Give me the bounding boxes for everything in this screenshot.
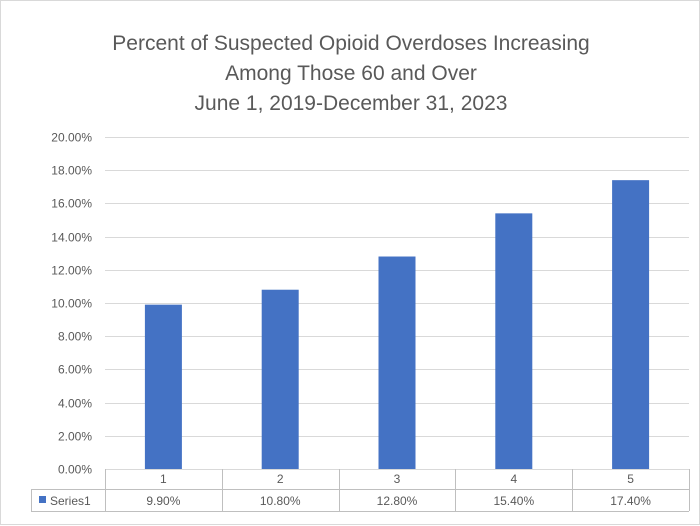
x-category-label: 2 <box>277 472 284 486</box>
y-tick-label: 4.00% <box>58 397 92 411</box>
y-tick-label: 2.00% <box>58 430 92 444</box>
series-name-label: Series1 <box>50 494 91 508</box>
y-tick-label: 10.00% <box>51 297 92 311</box>
y-tick-label: 0.00% <box>58 463 92 477</box>
legend-key <box>39 496 46 503</box>
bar <box>495 213 533 469</box>
y-tick-label: 14.00% <box>51 231 92 245</box>
x-category-label: 1 <box>160 472 167 486</box>
data-table-value: 15.40% <box>493 494 534 508</box>
chart-title-line-1: Percent of Suspected Opioid Overdoses In… <box>112 32 589 55</box>
y-tick-label: 18.00% <box>51 164 92 178</box>
chart-title-line-2: Among Those 60 and Over <box>225 62 477 85</box>
data-table-value: 9.90% <box>146 494 180 508</box>
data-table-value: 12.80% <box>377 494 418 508</box>
y-tick-label: 12.00% <box>51 264 92 278</box>
bar <box>612 180 650 469</box>
x-category-label: 3 <box>394 472 401 486</box>
bar <box>144 304 182 469</box>
bars <box>144 180 650 469</box>
y-tick-label: 16.00% <box>51 197 92 211</box>
y-tick-label: 20.00% <box>51 131 92 145</box>
chart-title: Percent of Suspected Opioid Overdoses In… <box>112 32 589 115</box>
y-tick-label: 8.00% <box>58 330 92 344</box>
x-category-label: 5 <box>627 472 634 486</box>
y-tick-label: 6.00% <box>58 363 92 377</box>
data-table-value: 17.40% <box>610 494 651 508</box>
bar <box>261 289 299 469</box>
bar <box>378 256 416 469</box>
data-table-value: 10.80% <box>260 494 301 508</box>
x-category-label: 4 <box>510 472 517 486</box>
y-axis-tick-labels: 0.00% 2.00% 4.00% 6.00% 8.00% 10.00% 12.00% 14.… <box>51 131 92 477</box>
data-table: 1 9.90% 2 10.80% 3 12.80% 4 15.40% 5 17.40% Series… <box>31 469 690 512</box>
chart-title-line-3: June 1, 2019-December 31, 2023 <box>195 92 508 115</box>
